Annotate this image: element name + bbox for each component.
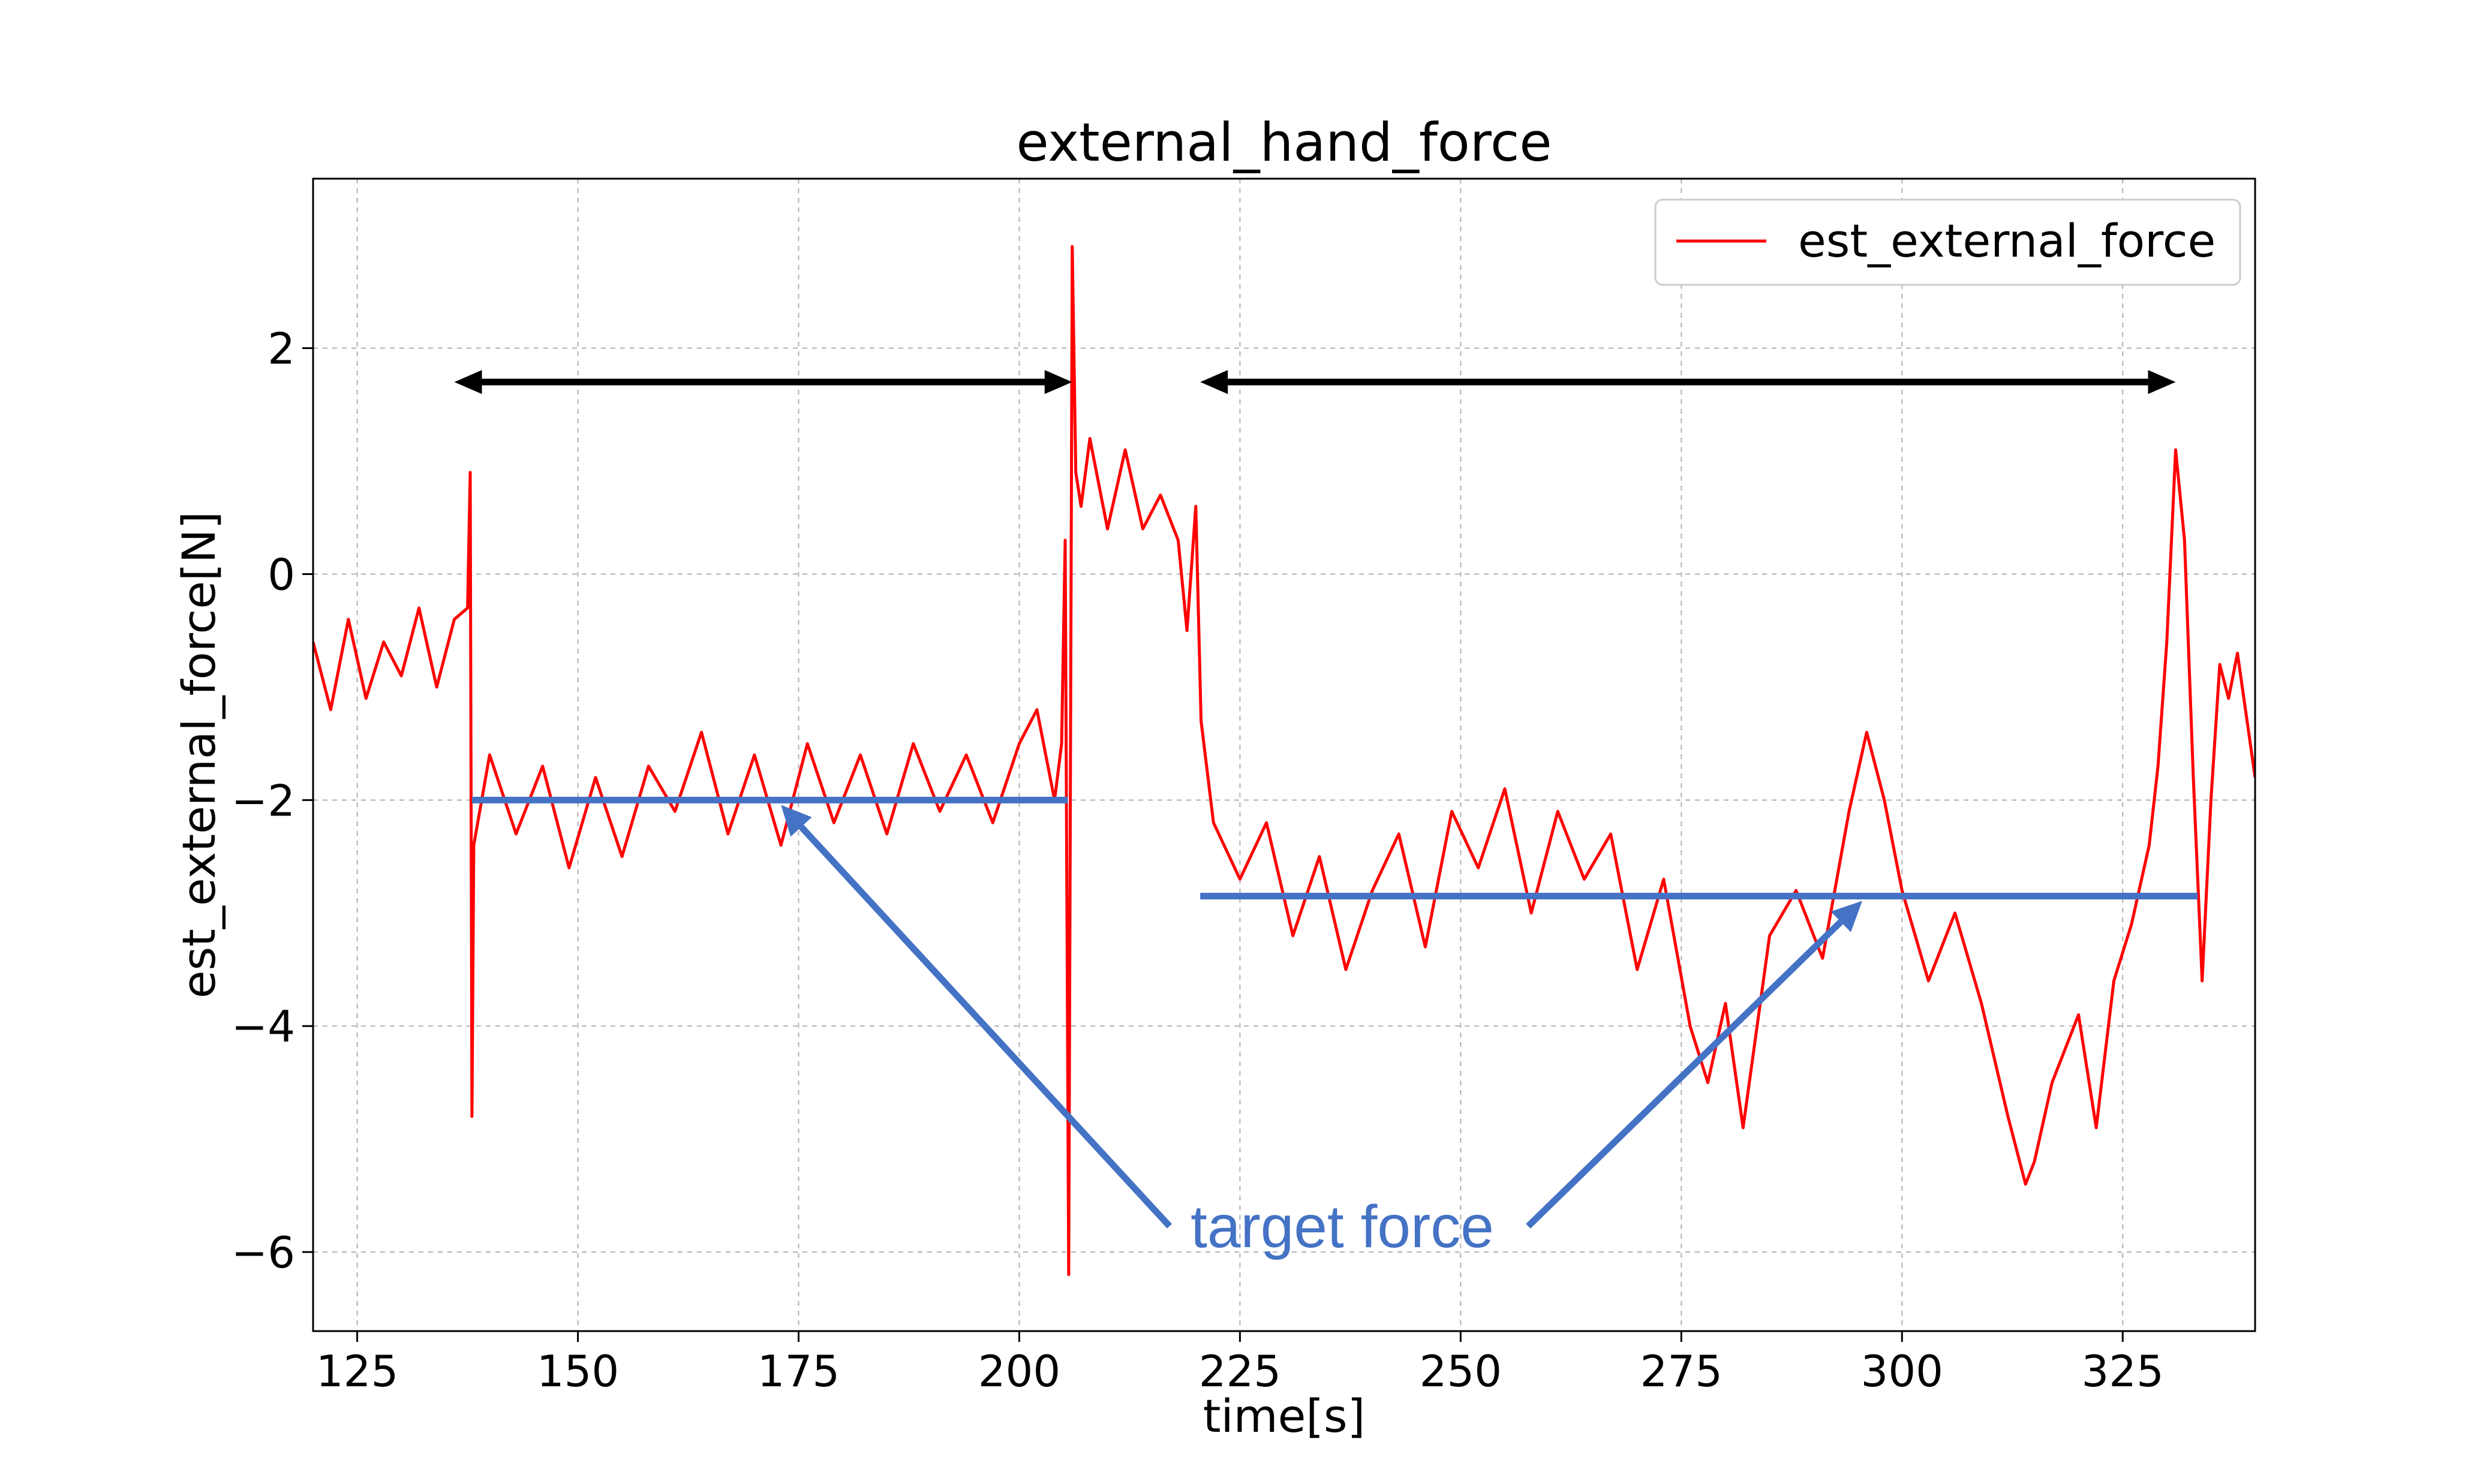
y-tick-label: −6 [232, 1227, 295, 1278]
target-force-label: target force [1191, 1193, 1494, 1260]
range-arrow-head [1200, 370, 1228, 395]
annotations [454, 370, 2198, 1229]
x-tick-label: 250 [1420, 1346, 1502, 1396]
y-tick-label: −2 [232, 775, 295, 826]
x-tick-label: 175 [757, 1346, 840, 1396]
x-axis-label: time[s] [1203, 1389, 1366, 1443]
y-tick-label: 2 [267, 324, 295, 374]
x-tick-label: 300 [1861, 1346, 1943, 1396]
x-axis-ticks: 125 150 175 200 225 250 275 300 325 [316, 1331, 2164, 1396]
x-tick-label: 225 [1199, 1346, 1281, 1396]
x-tick-label: 125 [316, 1346, 398, 1396]
y-axis-ticks: 2 0 −2 −4 −6 [232, 324, 313, 1278]
plot-frame [312, 177, 2256, 1332]
x-tick-label: 200 [978, 1346, 1060, 1396]
legend: est_external_force [1654, 198, 2241, 286]
target-pointer-arrow [798, 824, 1173, 1229]
y-tick-label: 0 [267, 550, 295, 600]
x-tick-label: 325 [2082, 1346, 2164, 1396]
range-arrow-head [2148, 370, 2176, 395]
legend-label: est_external_force [1798, 214, 2216, 267]
x-tick-label: 275 [1640, 1346, 1723, 1396]
legend-box [1654, 198, 2241, 286]
range-arrow-head [454, 370, 482, 395]
target-pointer-arrow [1526, 919, 1844, 1229]
x-tick-label: 150 [537, 1346, 619, 1396]
y-tick-label: −4 [232, 1001, 295, 1052]
grid-lines [313, 179, 2255, 1331]
y-axis-label: est_external_force[N] [172, 511, 226, 998]
chart-title: external_hand_force [1016, 112, 1552, 173]
series-line-est-external-force [313, 245, 2255, 1277]
target-pointer-arrow-head [781, 805, 812, 837]
target-pointer-arrow-head [1830, 901, 1863, 932]
range-arrow-head [1044, 370, 1072, 395]
